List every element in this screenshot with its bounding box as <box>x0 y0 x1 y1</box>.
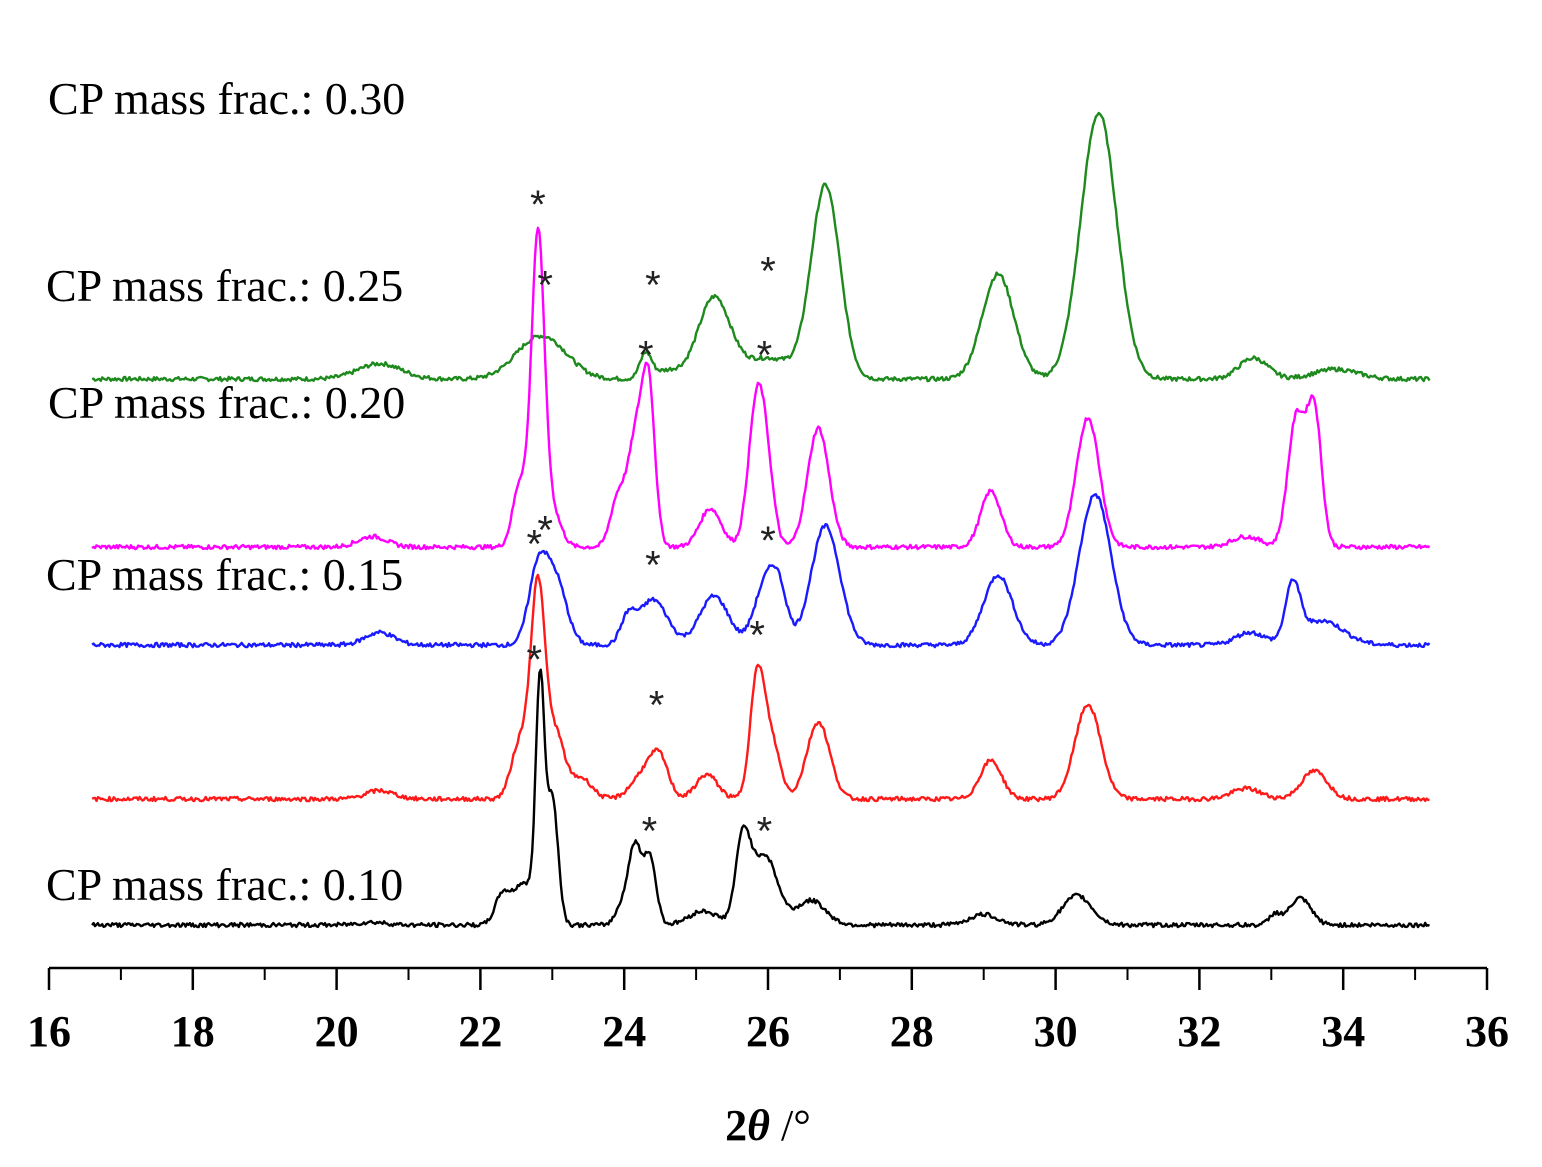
peak-marker-star: * <box>642 810 658 854</box>
x-tick-label-26: 26 <box>746 1007 790 1056</box>
x-tick-label-16: 16 <box>27 1007 71 1056</box>
peak-marker-star: * <box>527 638 543 682</box>
x-axis-title-unit: /° <box>770 1101 811 1150</box>
x-axis-ticks: 16 18 20 22 24 26 28 30 32 34 36 <box>27 968 1509 1056</box>
series-label-0.15: CP mass frac.: 0.15 <box>46 549 403 600</box>
x-tick-label-22: 22 <box>458 1007 502 1056</box>
x-axis-title-theta: θ <box>747 1101 770 1150</box>
x-tick-label-28: 28 <box>890 1007 934 1056</box>
series-label-0.20: CP mass frac.: 0.20 <box>48 377 405 428</box>
peak-marker-star: * <box>638 334 654 378</box>
peak-marker-star: * <box>537 509 553 553</box>
curves-layer <box>91 111 1431 929</box>
peak-marker-star: * <box>645 264 661 308</box>
peak-marker-star: * <box>649 684 665 728</box>
x-tick-label-32: 32 <box>1177 1007 1221 1056</box>
series-labels: CP mass frac.: 0.30 CP mass frac.: 0.25 … <box>46 73 405 910</box>
peak-marker-star: * <box>645 544 661 588</box>
peak-marker-star: * <box>757 334 773 378</box>
series-line-1 <box>91 226 1431 551</box>
x-axis-title: 2θ /° <box>725 1101 811 1150</box>
series-line-3 <box>91 573 1430 803</box>
peak-marker-star: * <box>760 519 776 563</box>
peak-marker-star: * <box>530 183 546 227</box>
peak-marker-star: * <box>760 250 776 294</box>
peak-marker-star: * <box>757 810 773 854</box>
peak-marker-star: * <box>527 523 543 567</box>
x-tick-label-34: 34 <box>1321 1007 1365 1056</box>
peak-markers-layer: * * *** ********* * <box>527 183 776 854</box>
series-label-0.30: CP mass frac.: 0.30 <box>48 73 405 124</box>
x-tick-label-24: 24 <box>602 1007 646 1056</box>
series-label-0.25: CP mass frac.: 0.25 <box>46 260 403 311</box>
x-axis-title-prefix: 2 <box>725 1101 747 1150</box>
x-tick-label-36: 36 <box>1465 1007 1509 1056</box>
peak-marker-star: * <box>749 614 765 658</box>
peak-marker-star: * <box>537 264 553 308</box>
series-line-2 <box>91 493 1431 649</box>
x-tick-label-20: 20 <box>315 1007 359 1056</box>
x-tick-label-18: 18 <box>171 1007 215 1056</box>
x-tick-label-30: 30 <box>1034 1007 1078 1056</box>
series-label-0.10: CP mass frac.: 0.10 <box>46 859 403 910</box>
series-line-4 <box>91 668 1431 929</box>
series-line-0 <box>91 111 1431 383</box>
